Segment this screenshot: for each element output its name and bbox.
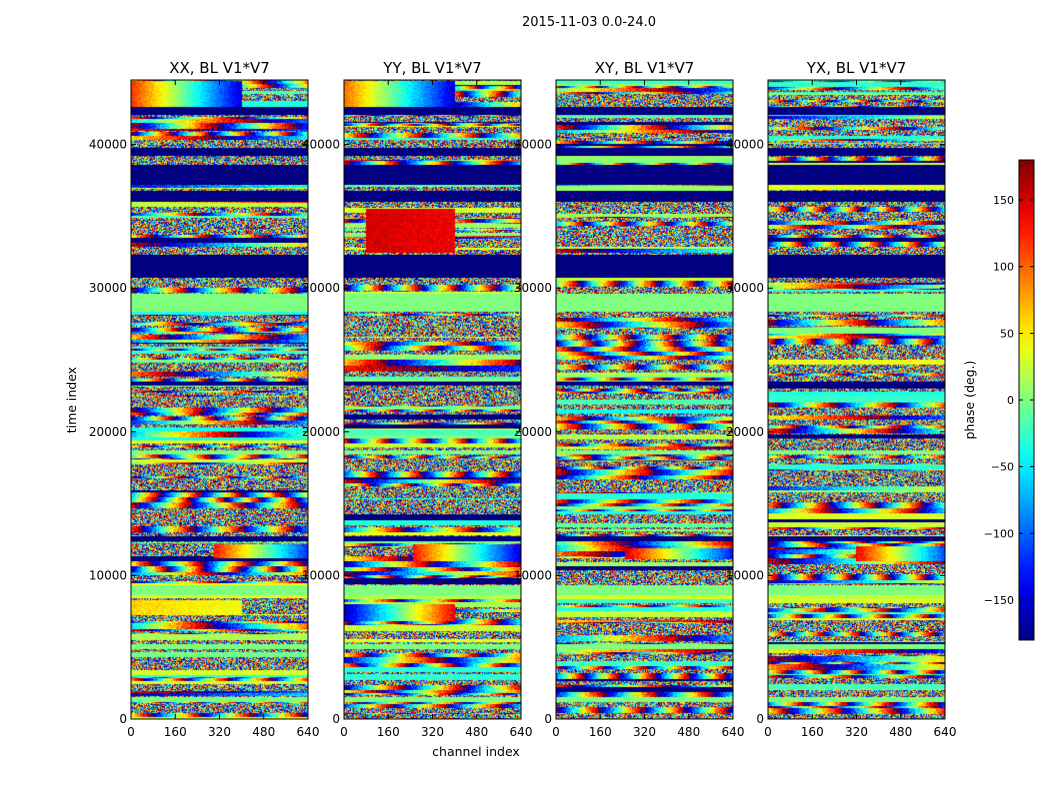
panels-layer: XX, BL V1*V7 0 160 320 480 640 0 10000 20000 3000… (89, 59, 957, 739)
panel-title: YX, BL V1*V7 (806, 59, 907, 77)
x-tick-label: 480 (252, 725, 275, 739)
y-tick-label: 0 (544, 712, 552, 726)
x-tick-label: 160 (377, 725, 400, 739)
y-tick-label: 10000 (302, 568, 340, 582)
x-tick-label: 480 (677, 725, 700, 739)
colorbar-tick-label: 0 (1007, 394, 1014, 407)
x-tick-label: 480 (465, 725, 488, 739)
y-tick-label: 40000 (89, 138, 127, 152)
x-tick-label: 0 (764, 725, 772, 739)
panel-title: XY, BL V1*V7 (595, 59, 695, 77)
y-tick-label: 10000 (89, 568, 127, 582)
x-tick-label: 640 (510, 725, 533, 739)
panel-heatmap (556, 80, 733, 719)
y-tick-label: 20000 (302, 425, 340, 439)
panel-title: XX, BL V1*V7 (169, 59, 270, 77)
panel-title: YY, BL V1*V7 (382, 59, 481, 77)
y-tick-label: 0 (332, 712, 340, 726)
y-tick-label: 30000 (89, 281, 127, 295)
y-tick-label: 20000 (514, 425, 552, 439)
x-tick-label: 0 (127, 725, 135, 739)
x-tick-label: 160 (801, 725, 824, 739)
panel-4: YX, BL V1*V7 0 160 320 480 640 0 10000 20000 3000… (726, 59, 957, 739)
panel-heatmap (768, 80, 945, 719)
x-tick-label: 160 (589, 725, 612, 739)
y-tick-label: 10000 (726, 568, 764, 582)
colorbar-label: phase (deg.) (962, 361, 977, 440)
panel-heatmap (344, 80, 521, 719)
panel-heatmap (131, 80, 308, 719)
y-tick-label: 20000 (726, 425, 764, 439)
y-tick-label: 40000 (302, 138, 340, 152)
x-tick-label: 320 (845, 725, 868, 739)
chart-suptitle: 2015-11-03 0.0-24.0 (522, 15, 656, 30)
y-tick-label: 40000 (514, 138, 552, 152)
x-tick-label: 0 (340, 725, 348, 739)
panel-3: XY, BL V1*V7 0 160 320 480 640 0 10000 20000 3000… (514, 59, 745, 739)
x-axis-label: channel index (432, 744, 520, 759)
x-tick-label: 160 (164, 725, 187, 739)
x-tick-label: 640 (934, 725, 957, 739)
y-tick-label: 30000 (726, 281, 764, 295)
y-tick-label: 10000 (514, 568, 552, 582)
colorbar-tick-label: −100 (984, 527, 1014, 540)
y-tick-label: 20000 (89, 425, 127, 439)
x-tick-label: 0 (552, 725, 560, 739)
colorbar: −150 −100 −50 0 50 100 150 (984, 159, 1035, 641)
colorbar-tick-label: −150 (984, 594, 1014, 607)
x-tick-label: 320 (633, 725, 656, 739)
colorbar-tick-label: 150 (993, 194, 1014, 207)
panel-2: YY, BL V1*V7 0 160 320 480 640 0 10000 20000 3000… (302, 59, 533, 739)
colorbar-tick-label: 100 (993, 261, 1014, 274)
y-tick-label: 0 (119, 712, 127, 726)
y-tick-label: 30000 (514, 281, 552, 295)
x-tick-label: 480 (889, 725, 912, 739)
colorbar-tick-label: 50 (1000, 327, 1014, 340)
x-tick-label: 640 (297, 725, 320, 739)
x-tick-label: 320 (208, 725, 231, 739)
y-tick-label: 40000 (726, 138, 764, 152)
x-tick-label: 320 (421, 725, 444, 739)
panel-1: XX, BL V1*V7 0 160 320 480 640 0 10000 20000 3000… (89, 59, 320, 739)
x-tick-label: 640 (722, 725, 745, 739)
y-tick-label: 0 (756, 712, 764, 726)
colorbar-tick-label: −50 (991, 461, 1014, 474)
y-axis-label: time index (64, 367, 79, 433)
y-tick-label: 30000 (302, 281, 340, 295)
